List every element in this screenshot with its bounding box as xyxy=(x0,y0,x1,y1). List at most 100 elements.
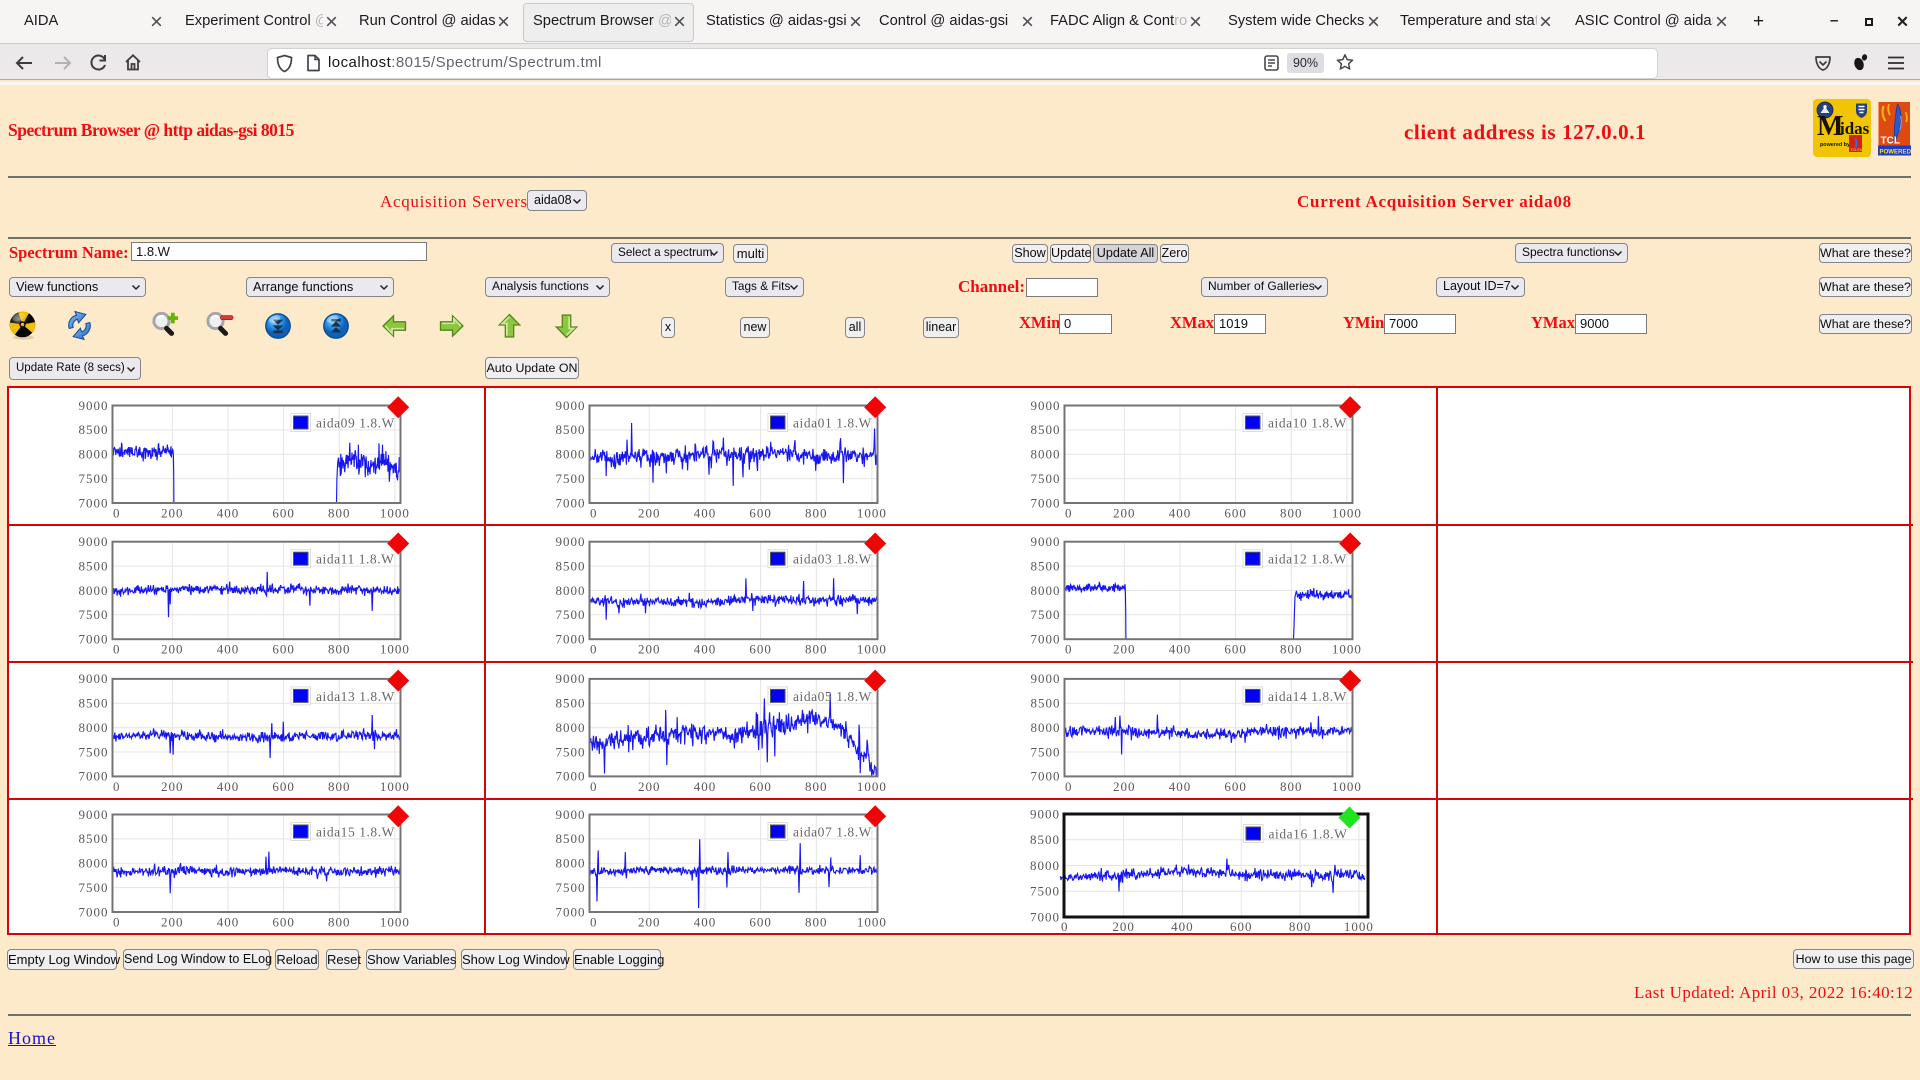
svg-text:600: 600 xyxy=(272,642,295,657)
svg-text:400: 400 xyxy=(694,915,717,930)
svg-text:7000: 7000 xyxy=(1031,632,1061,647)
svg-text:800: 800 xyxy=(805,642,828,657)
svg-text:200: 200 xyxy=(161,506,184,521)
svg-text:8000: 8000 xyxy=(1031,720,1061,735)
svg-text:800: 800 xyxy=(328,915,351,930)
svg-text:800: 800 xyxy=(328,642,351,657)
svg-text:0: 0 xyxy=(590,506,598,521)
svg-text:0: 0 xyxy=(590,915,598,930)
svg-text:600: 600 xyxy=(749,506,772,521)
svg-text:9000: 9000 xyxy=(556,398,586,413)
svg-text:8000: 8000 xyxy=(556,583,586,598)
svg-text:600: 600 xyxy=(1230,919,1253,934)
svg-text:aida10 1.8.W: aida10 1.8.W xyxy=(1268,416,1347,431)
svg-text:800: 800 xyxy=(328,506,351,521)
svg-text:8500: 8500 xyxy=(1031,422,1061,437)
svg-text:aida05 1.8.W: aida05 1.8.W xyxy=(793,689,872,704)
svg-text:600: 600 xyxy=(272,506,295,521)
svg-text:7500: 7500 xyxy=(1030,884,1060,899)
svg-text:TCL/TK: TCL/TK xyxy=(1851,148,1863,152)
svg-text:0: 0 xyxy=(590,642,598,657)
svg-text:0: 0 xyxy=(590,779,598,794)
svg-text:1000: 1000 xyxy=(1344,919,1374,934)
svg-text:9000: 9000 xyxy=(556,807,586,822)
svg-text:9000: 9000 xyxy=(556,671,586,686)
svg-text:600: 600 xyxy=(272,779,295,794)
svg-text:600: 600 xyxy=(749,642,772,657)
svg-text:7500: 7500 xyxy=(79,471,109,486)
svg-text:400: 400 xyxy=(217,642,240,657)
svg-text:8000: 8000 xyxy=(556,720,586,735)
svg-text:800: 800 xyxy=(1280,642,1303,657)
svg-text:7000: 7000 xyxy=(79,632,109,647)
svg-text:1000: 1000 xyxy=(380,506,410,521)
svg-text:1000: 1000 xyxy=(380,915,410,930)
svg-text:7500: 7500 xyxy=(1031,607,1061,622)
svg-text:9000: 9000 xyxy=(79,398,109,413)
svg-text:1000: 1000 xyxy=(1332,506,1362,521)
svg-text:0: 0 xyxy=(1065,779,1073,794)
svg-text:aida11 1.8.W: aida11 1.8.W xyxy=(316,552,394,567)
svg-text:0: 0 xyxy=(113,779,121,794)
svg-text:POWERED: POWERED xyxy=(1880,149,1912,156)
svg-text:800: 800 xyxy=(805,915,828,930)
svg-text:aida14 1.8.W: aida14 1.8.W xyxy=(1268,689,1347,704)
svg-text:aida15 1.8.W: aida15 1.8.W xyxy=(316,825,395,840)
svg-text:800: 800 xyxy=(805,779,828,794)
svg-text:8000: 8000 xyxy=(79,856,109,871)
svg-text:200: 200 xyxy=(1113,642,1136,657)
svg-text:200: 200 xyxy=(1113,779,1136,794)
svg-text:8500: 8500 xyxy=(79,422,109,437)
svg-text:aida16 1.8.W: aida16 1.8.W xyxy=(1269,827,1348,842)
svg-text:7000: 7000 xyxy=(556,495,586,510)
svg-text:8500: 8500 xyxy=(556,696,586,711)
svg-text:600: 600 xyxy=(1224,506,1247,521)
svg-text:8500: 8500 xyxy=(1030,832,1060,847)
svg-text:7500: 7500 xyxy=(79,607,109,622)
svg-text:aida07 1.8.W: aida07 1.8.W xyxy=(793,825,872,840)
svg-text:9000: 9000 xyxy=(1031,398,1061,413)
svg-text:7000: 7000 xyxy=(1031,769,1061,784)
svg-text:200: 200 xyxy=(638,642,661,657)
svg-text:0: 0 xyxy=(113,642,121,657)
svg-text:8000: 8000 xyxy=(79,447,109,462)
svg-text:800: 800 xyxy=(328,779,351,794)
svg-text:1000: 1000 xyxy=(857,779,887,794)
svg-text:800: 800 xyxy=(805,506,828,521)
svg-text:200: 200 xyxy=(161,779,184,794)
svg-text:400: 400 xyxy=(1169,779,1192,794)
svg-text:0: 0 xyxy=(1065,642,1073,657)
svg-text:7500: 7500 xyxy=(79,880,109,895)
svg-text:8500: 8500 xyxy=(556,558,586,573)
svg-text:400: 400 xyxy=(217,915,240,930)
svg-text:200: 200 xyxy=(161,915,184,930)
svg-text:8000: 8000 xyxy=(79,720,109,735)
svg-text:600: 600 xyxy=(1224,642,1247,657)
svg-text:TCL: TCL xyxy=(1881,136,1900,147)
svg-text:400: 400 xyxy=(694,642,717,657)
svg-text:8000: 8000 xyxy=(1031,447,1061,462)
svg-text:0: 0 xyxy=(113,506,121,521)
svg-text:aida09 1.8.W: aida09 1.8.W xyxy=(316,416,395,431)
svg-text:1000: 1000 xyxy=(857,642,887,657)
svg-text:1000: 1000 xyxy=(1332,779,1362,794)
svg-text:8500: 8500 xyxy=(79,696,109,711)
svg-text:8000: 8000 xyxy=(556,856,586,871)
svg-text:7000: 7000 xyxy=(556,769,586,784)
svg-text:aida12 1.8.W: aida12 1.8.W xyxy=(1268,552,1347,567)
svg-text:1000: 1000 xyxy=(857,506,887,521)
svg-text:200: 200 xyxy=(1112,919,1135,934)
svg-text:8500: 8500 xyxy=(79,558,109,573)
svg-text:9000: 9000 xyxy=(79,534,109,549)
svg-text:7000: 7000 xyxy=(79,904,109,919)
svg-text:400: 400 xyxy=(217,506,240,521)
svg-text:600: 600 xyxy=(749,779,772,794)
svg-text:7000: 7000 xyxy=(79,495,109,510)
svg-text:9000: 9000 xyxy=(556,534,586,549)
svg-text:8000: 8000 xyxy=(79,583,109,598)
svg-text:800: 800 xyxy=(1280,506,1303,521)
svg-text:1000: 1000 xyxy=(857,915,887,930)
svg-text:200: 200 xyxy=(161,642,184,657)
svg-text:1000: 1000 xyxy=(380,779,410,794)
svg-text:0: 0 xyxy=(1061,919,1069,934)
